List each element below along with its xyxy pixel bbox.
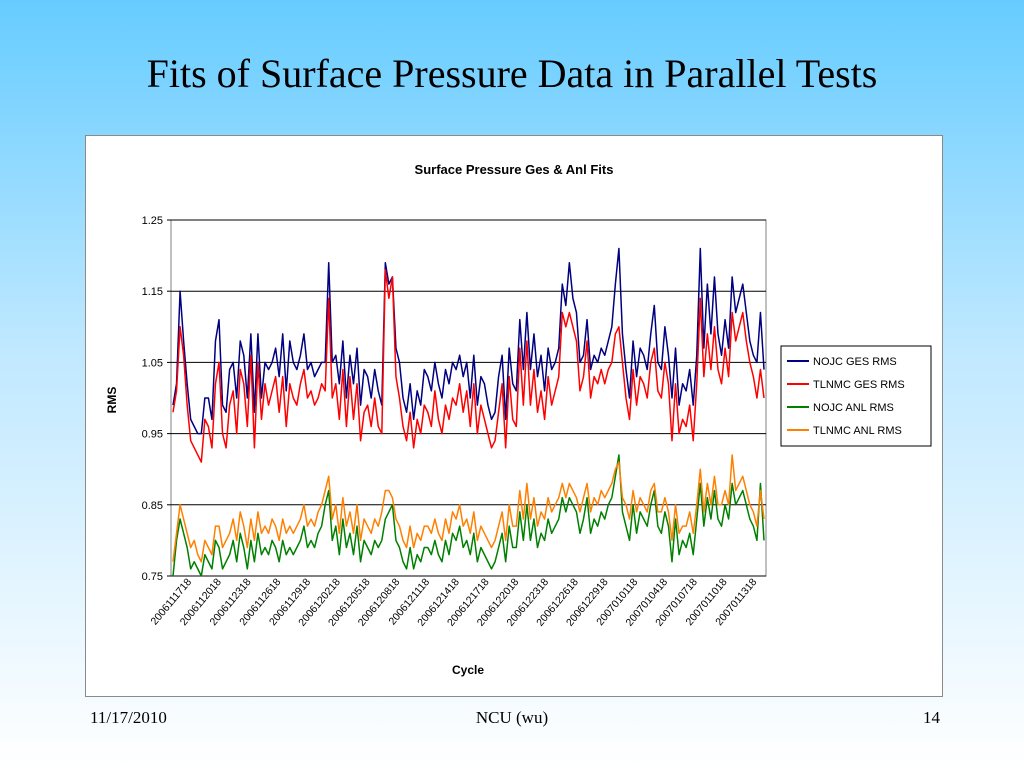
legend-label: NOJC ANL RMS bbox=[813, 402, 894, 414]
page-number: 14 bbox=[923, 708, 940, 727]
chart-title: Surface Pressure Ges & Anl Fits bbox=[415, 162, 614, 177]
x-axis-label: Cycle bbox=[452, 663, 484, 677]
y-axis-label: RMS bbox=[105, 387, 119, 414]
footer-center-text: NCU (wu) bbox=[475, 708, 549, 727]
series-line-tlnmc-ges-rms bbox=[172, 269, 765, 463]
surface-pressure-chart: Surface Pressure Ges & Anl Fits RMS Cycl… bbox=[105, 162, 932, 677]
slide-title: Fits of Surface Pressure Data in Paralle… bbox=[146, 51, 878, 96]
y-tick-label: 0.95 bbox=[142, 429, 163, 441]
legend-label: TLNMC GES RMS bbox=[813, 379, 905, 391]
y-tick-label: 1.15 bbox=[142, 286, 163, 298]
footer-date: 11/17/2010 bbox=[90, 708, 167, 727]
y-tick-label: 0.75 bbox=[142, 571, 163, 583]
y-tick-label: 0.85 bbox=[142, 500, 163, 512]
series-line-nojc-ges-rms bbox=[172, 247, 765, 435]
series-line-nojc-anl-rms bbox=[172, 454, 765, 577]
chart-legend: NOJC GES RMS TLNMC GES RMS NOJC ANL RMS TLN… bbox=[780, 345, 932, 447]
y-tick-label: 1.05 bbox=[142, 357, 163, 369]
series-line-tlnmc-anl-rms bbox=[172, 454, 765, 563]
legend-label: TLNMC ANL RMS bbox=[813, 425, 902, 437]
legend-label: NOJC GES RMS bbox=[813, 356, 897, 368]
y-tick-label: 1.25 bbox=[142, 215, 163, 227]
chart-frame: Surface Pressure Ges & Anl Fits RMS Cycl… bbox=[85, 135, 943, 697]
